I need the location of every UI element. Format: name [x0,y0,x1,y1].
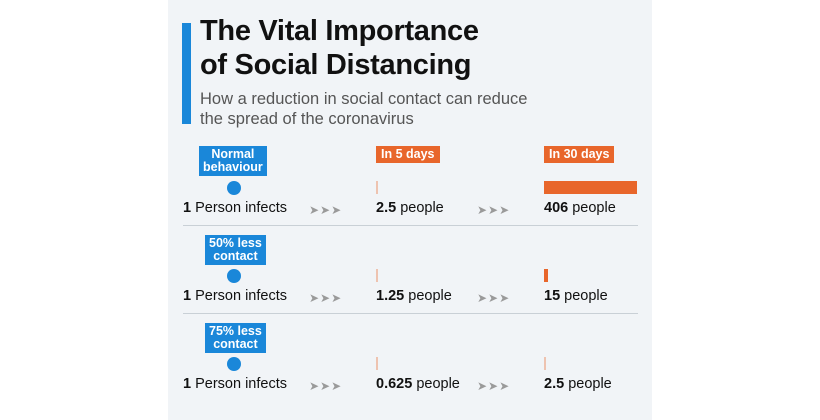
person-dot-icon [227,269,241,283]
scenario-label-line-2: behaviour [203,160,263,174]
subtitle-line-2: the spread of the coronavirus [200,110,414,128]
title-line-1: The Vital Importance [200,15,479,47]
arrow-icon: ➤➤➤ [309,203,343,217]
arrow-icon: ➤➤➤ [309,291,343,305]
header-in-5-days: In 5 days [376,146,440,163]
day5-value: 2.5 people [376,200,444,216]
scenario-label-line-1: 50% less [209,236,262,250]
start-text: 1 Person infects [183,288,287,304]
start-text: 1 Person infects [183,200,287,216]
arrow-icon: ➤➤➤ [477,291,511,305]
day30-value: 15 people [544,288,608,304]
arrow-icon: ➤➤➤ [309,379,343,393]
scenario-label-line-2: contact [213,337,258,351]
bar-in-5-days [376,357,378,370]
bar-in-30-days [544,269,548,282]
bar-in-30-days [544,181,637,194]
day30-value: 2.5 people [544,376,612,392]
bar-in-30-days [544,357,546,370]
title-accent-bar [182,23,191,124]
bar-in-5-days [376,181,378,194]
scenario-label-line-1: Normal [211,147,255,161]
scenario-label-normal: Normal behaviour [199,146,267,176]
row-divider [183,225,638,226]
person-dot-icon [227,181,241,195]
scenario-label-line-2: contact [213,249,258,263]
person-dot-icon [227,357,241,371]
row-divider [183,313,638,314]
scenario-label-50: 50% less contact [205,235,266,265]
scenario-label-75: 75% less contact [205,323,266,353]
day5-value: 1.25 people [376,288,452,304]
header-in-30-days: In 30 days [544,146,615,163]
day30-value: 406 people [544,200,616,216]
title-line-2: of Social Distancing [200,49,472,81]
bar-in-5-days [376,269,378,282]
subtitle-line-1: How a reduction in social contact can re… [200,90,528,108]
start-text: 1 Person infects [183,376,287,392]
scenario-label-line-1: 75% less [209,324,262,338]
arrow-icon: ➤➤➤ [477,203,511,217]
chart-title: The Vital Importance of Social Distancin… [200,14,479,82]
arrow-icon: ➤➤➤ [477,379,511,393]
chart-subtitle: How a reduction in social contact can re… [200,89,527,129]
day5-value: 0.625 people [376,376,460,392]
